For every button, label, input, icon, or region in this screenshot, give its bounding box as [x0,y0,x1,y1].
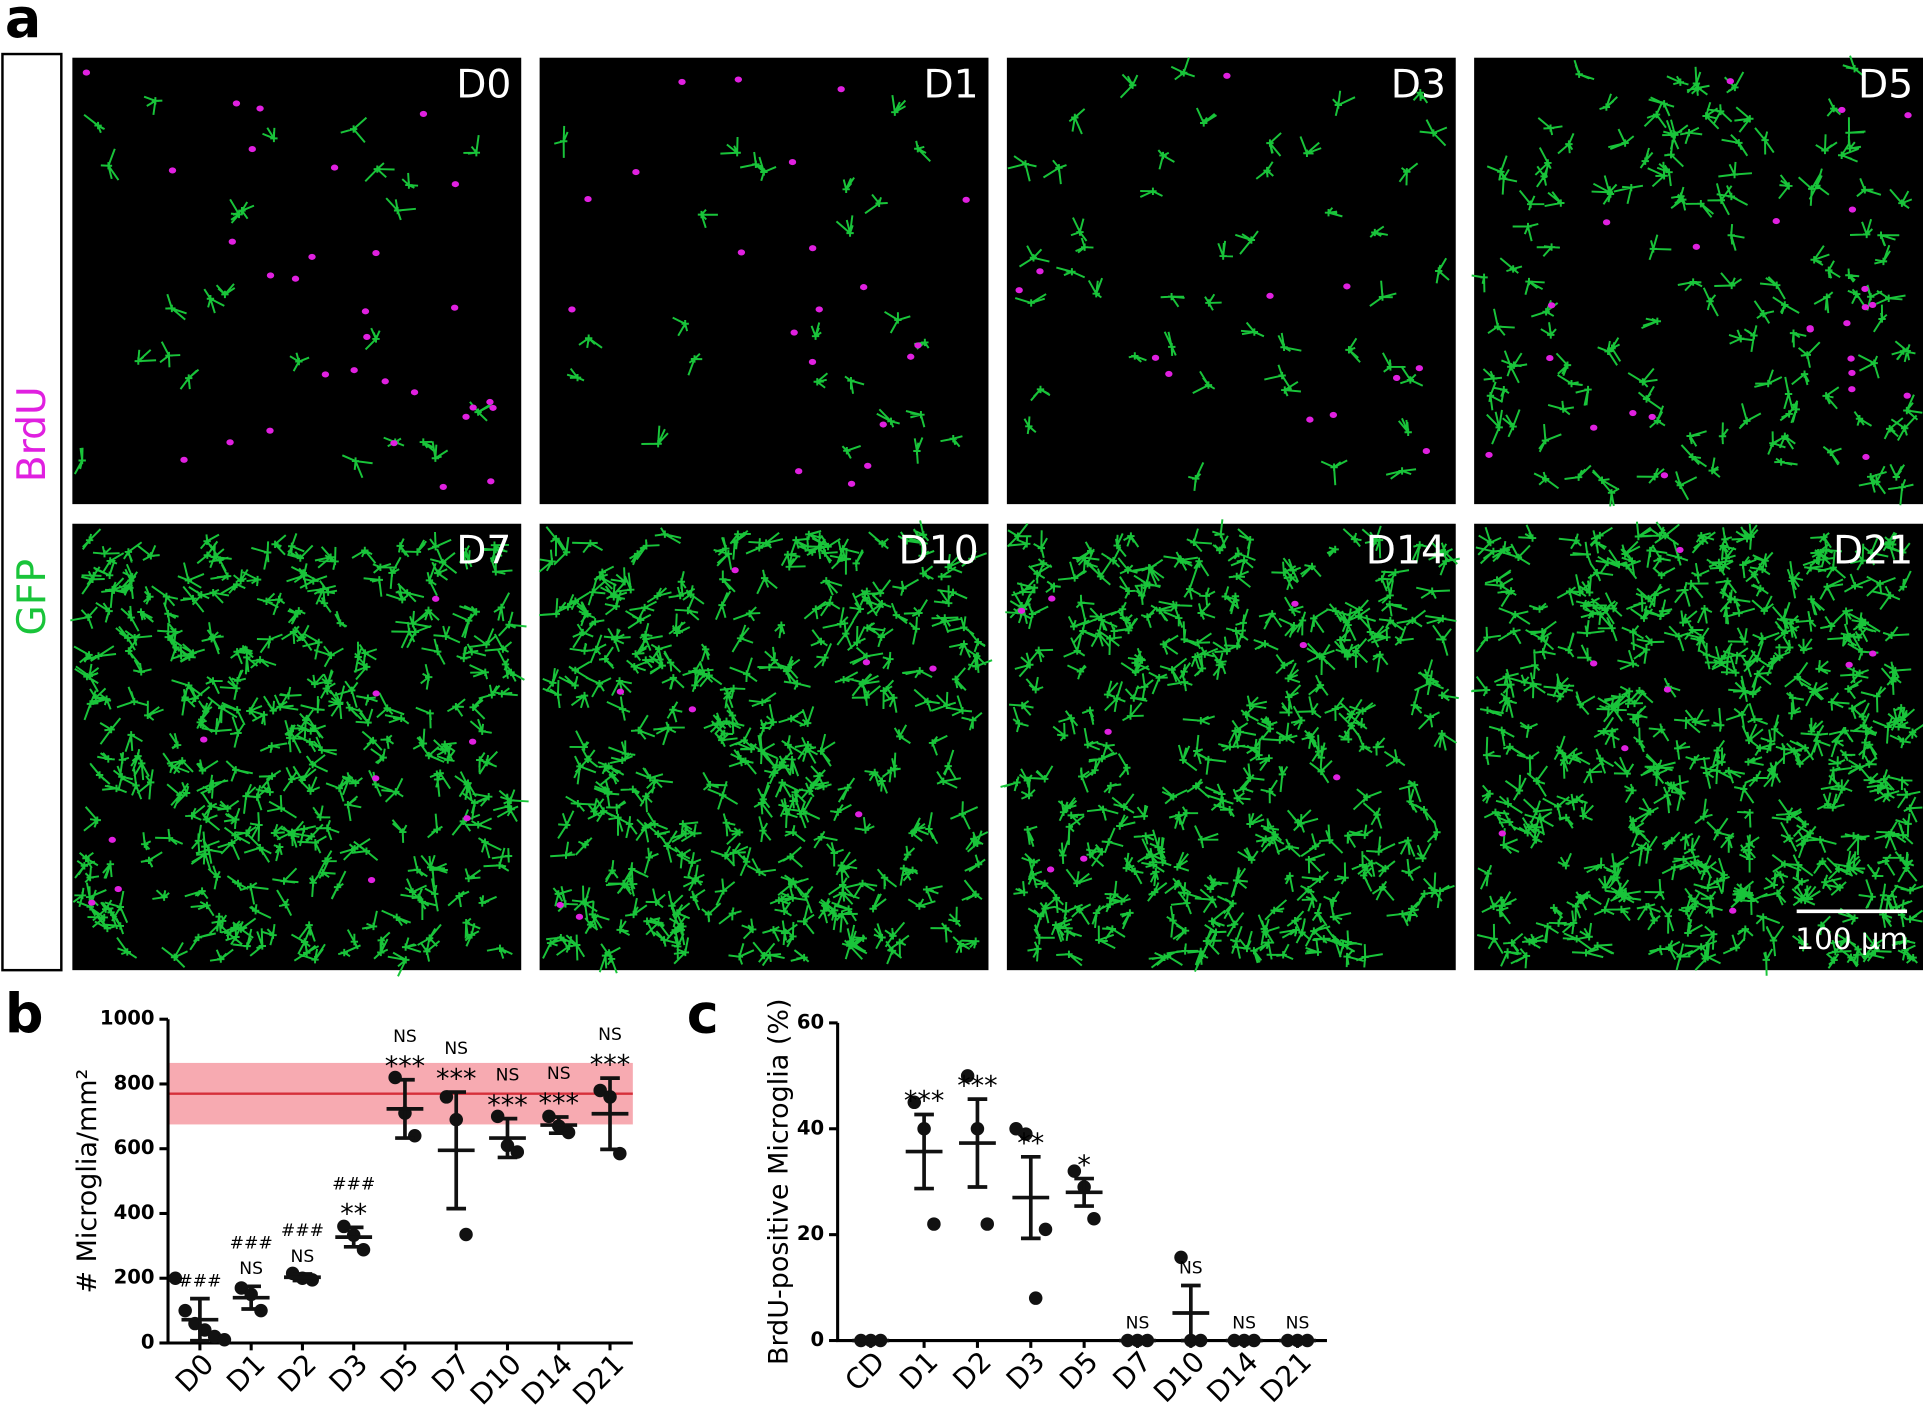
image-label: D21 [1833,529,1913,574]
y-tick-label: 40 [797,1116,824,1139]
data-point [459,1227,473,1242]
gfp-cells [1471,521,1923,976]
significance-label: NS [496,1066,520,1086]
data-point [510,1145,525,1159]
axes [166,1019,633,1345]
x-tick-label: D10 [1147,1345,1211,1409]
significance-label: ** [340,1199,367,1230]
y-tick-label: 60 [797,1010,824,1033]
y-tick-label: 200 [114,1266,155,1289]
scale-bar-label: 100 µm [1795,922,1908,956]
data-point [907,1095,922,1110]
micrograph [539,57,989,505]
significance-label: NS [1232,1313,1256,1333]
data-point [960,1069,975,1083]
data-point [1019,1127,1033,1141]
y-tick-label: 1000 [100,1007,155,1030]
x-tick-label: D10 [464,1347,528,1411]
data-point [178,1303,192,1318]
y-tick-label: 600 [114,1136,155,1159]
significance-label: *** [436,1063,476,1094]
channel-label: BrdU [10,386,55,482]
image-label: D1 [923,63,978,108]
image-label: D5 [1858,63,1913,108]
significance-label: ### [281,1221,324,1241]
data-point [980,1217,994,1231]
significance-label: *** [904,1086,944,1117]
gfp-cells [70,528,529,977]
x-tick-label: D14 [515,1347,579,1411]
y-axis-label: # Microglia/mm² [72,1069,103,1294]
x-tick-label: D14 [1201,1345,1265,1409]
significance-label: ### [178,1271,221,1291]
x-tick-label: CD [839,1345,892,1398]
significance-label: NS [598,1025,622,1045]
significance-label: *** [539,1088,579,1119]
data-point [1067,1164,1082,1178]
significance-label: ### [230,1233,273,1253]
y-tick-label: 800 [114,1071,155,1094]
significance-label: ** [1017,1128,1044,1159]
significance-label: *** [385,1051,425,1082]
x-tick-label: D1 [220,1347,271,1398]
significance-label: NS [291,1247,315,1267]
image-label: D0 [456,63,511,108]
data-point [217,1333,232,1347]
panel-label: b [5,983,44,1046]
image-label: D3 [1391,63,1446,108]
gfp-cells [538,520,993,974]
y-axis-label: BrdU-positive Microglia (%) [763,998,794,1365]
channel-label: GFP [10,559,55,636]
y-tick-label: 400 [114,1201,155,1224]
x-tick-label: D21 [1254,1345,1318,1409]
significance-label: NS [239,1259,263,1279]
y-tick-label: 0 [141,1330,155,1353]
x-tick-label: D5 [374,1347,425,1398]
x-tick-label: D1 [893,1345,944,1396]
image-label: D7 [456,529,511,574]
image-label: D10 [899,529,979,574]
y-tick-label: 0 [810,1328,824,1351]
significance-label: * [1077,1150,1090,1181]
data-point [1038,1222,1053,1237]
x-tick-label: D3 [1000,1345,1051,1396]
data-point [542,1109,556,1124]
y-tick-label: 20 [797,1222,824,1245]
x-tick-label: D0 [169,1347,220,1398]
data-point [408,1129,422,1143]
significance-label: *** [957,1070,997,1101]
micrograph [1474,57,1923,505]
significance-label: *** [487,1090,527,1121]
axes [836,1022,1327,1343]
significance-label: NS [444,1039,468,1059]
significance-label: ### [332,1174,375,1194]
gfp-cells [553,95,963,464]
data-point [1174,1250,1188,1265]
x-tick-label: D21 [566,1347,630,1411]
significance-label: NS [393,1027,417,1047]
data-point [168,1271,183,1285]
gfp-cells [1007,57,1450,492]
data-point [927,1217,941,1231]
significance-label: NS [1286,1313,1310,1333]
data-point [1028,1291,1043,1305]
x-tick-label: D2 [271,1347,322,1398]
x-tick-label: D3 [323,1347,374,1398]
panel-label: c [687,983,719,1046]
image-label: D14 [1366,529,1446,574]
x-tick-label: D5 [1053,1345,1104,1396]
significance-label: NS [1126,1313,1150,1333]
x-tick-label: D2 [946,1345,997,1396]
significance-label: NS [547,1064,571,1084]
data-point [593,1083,607,1098]
panel-label: a [5,0,41,50]
significance-label: NS [1179,1258,1203,1278]
channel-box [1,52,63,972]
gfp-cells [1000,519,1460,973]
data-point [1087,1212,1101,1226]
significance-label: *** [590,1049,630,1080]
